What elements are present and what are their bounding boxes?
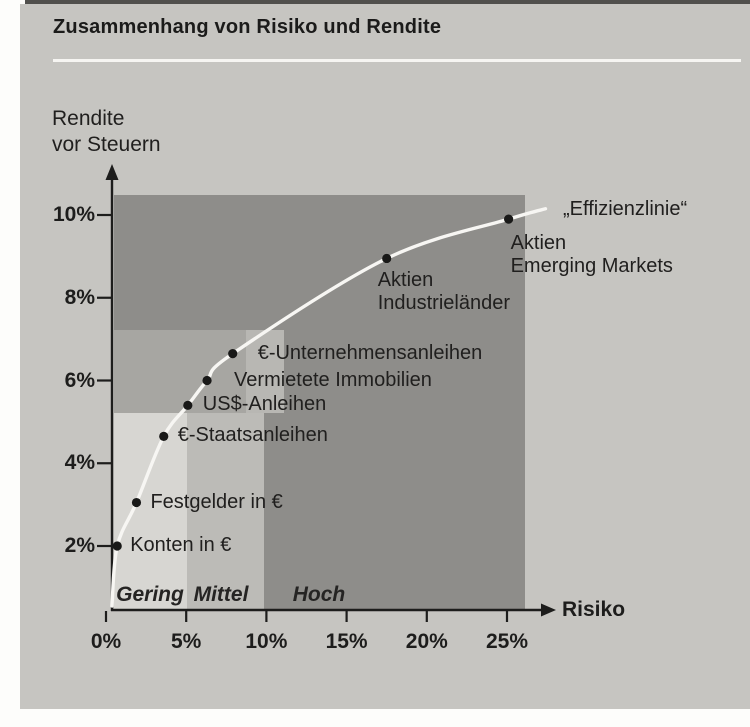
data-point-label: Vermietete Immobilien xyxy=(234,368,432,391)
y-tick-label: 8% xyxy=(64,285,95,309)
risk-zone-label: Mittel xyxy=(193,583,249,606)
y-tick-label: 6% xyxy=(64,368,95,392)
efficiency-line-label: „Effizienzlinie“ xyxy=(563,198,688,220)
x-axis-arrow-icon xyxy=(541,603,556,617)
data-point-label: Festgelder in € xyxy=(150,490,283,513)
x-axis-label: Risiko xyxy=(562,598,626,621)
mid-band-bg xyxy=(114,330,246,413)
data-point-label: €-Unternehmensanleihen xyxy=(257,341,483,364)
risk-zone-label: Hoch xyxy=(292,583,346,606)
data-point-label: Aktien Industrieländer xyxy=(377,269,510,315)
risk-zone-mittel-bg xyxy=(187,413,264,610)
risk-zone-label: Gering xyxy=(116,583,184,606)
data-point-dot xyxy=(112,541,122,551)
data-point-label: Aktien Emerging Markets xyxy=(510,232,673,278)
y-axis-label-line2: vor Steuern xyxy=(52,133,161,156)
x-tick-label: 10% xyxy=(245,630,288,653)
x-tick-label: 0% xyxy=(90,630,122,653)
mid-band-light-patch-bg xyxy=(246,330,284,413)
y-tick-label: 10% xyxy=(52,203,95,226)
data-point-label: Konten in € xyxy=(130,534,232,556)
data-point-dot xyxy=(159,431,169,441)
y-tick-label: 4% xyxy=(64,451,95,475)
page-top-edge xyxy=(25,0,750,4)
title-underline xyxy=(53,59,741,62)
risk-zone-gering-bg xyxy=(114,413,187,610)
y-axis-arrow-icon xyxy=(105,164,119,180)
data-point-dot xyxy=(131,497,142,508)
x-tick-label: 15% xyxy=(325,630,368,653)
y-axis-label-line1: Rendite xyxy=(52,107,125,130)
data-point-dot xyxy=(183,400,193,410)
data-point-label: €-Staatsanleihen xyxy=(177,424,328,447)
y-tick-label: 2% xyxy=(64,534,95,557)
y-axis-label: Rendite vor Steuern xyxy=(52,106,161,158)
chart-title: Zusammenhang von Risiko und Rendite xyxy=(53,16,442,38)
data-point-dot xyxy=(228,349,238,359)
data-point-dot xyxy=(382,253,392,264)
x-tick-label: 20% xyxy=(405,630,448,653)
x-tick-label: 25% xyxy=(485,630,529,653)
data-point-dot xyxy=(504,214,514,224)
data-point-dot xyxy=(202,375,212,386)
data-point-label: US$-Anleihen xyxy=(202,393,327,416)
x-tick-label: 5% xyxy=(171,630,202,653)
